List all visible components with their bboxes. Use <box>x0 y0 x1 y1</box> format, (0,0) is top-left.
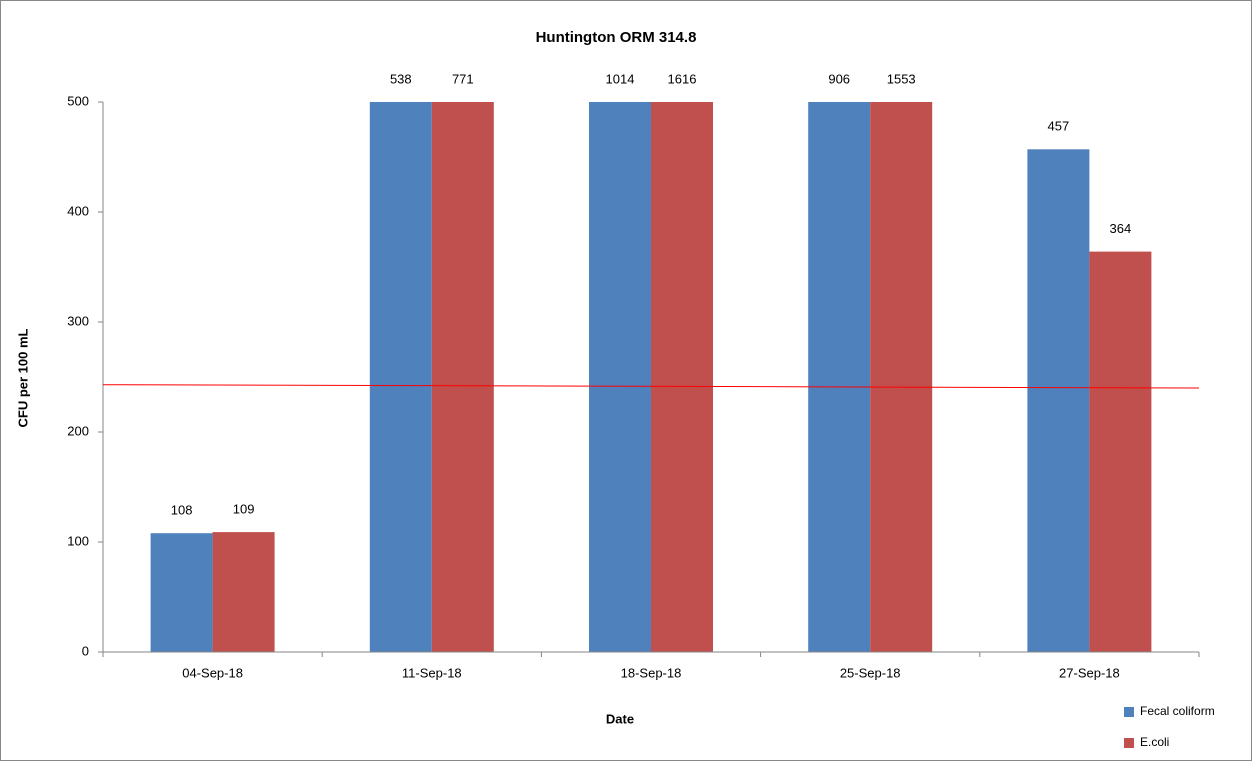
y-axis-label: CFU per 100 mL <box>15 328 30 427</box>
data-label: 108 <box>171 503 193 518</box>
x-tick-label: 25-Sep-18 <box>840 665 901 680</box>
y-tick-label: 500 <box>67 93 89 108</box>
x-tick-label: 11-Sep-18 <box>402 665 462 680</box>
bar <box>1089 251 1152 652</box>
bar <box>212 532 275 652</box>
legend-label: E.coli <box>1140 735 1169 749</box>
legend-swatch <box>1124 738 1134 748</box>
y-tick-label: 200 <box>67 423 89 438</box>
bar <box>651 102 713 652</box>
data-label: 109 <box>233 502 255 517</box>
bar <box>589 102 651 653</box>
y-tick-label: 300 <box>67 313 89 328</box>
bar <box>1027 149 1090 653</box>
y-tick-label: 100 <box>67 533 89 548</box>
bar <box>431 102 494 652</box>
bar <box>369 102 432 652</box>
x-tick-label: 27-Sep-18 <box>1059 665 1120 680</box>
data-label: 1014 <box>606 71 635 86</box>
plot-area <box>150 102 1152 653</box>
chart-title: Huntington ORM 314.8 <box>536 29 697 46</box>
data-label: 364 <box>1110 221 1132 236</box>
data-label: 1553 <box>887 71 916 86</box>
bar <box>870 102 933 652</box>
data-label: 457 <box>1048 119 1070 134</box>
data-label: 771 <box>452 71 474 86</box>
x-tick-label: 04-Sep-18 <box>182 665 243 680</box>
data-label: 906 <box>828 71 850 86</box>
legend-label: Fecal coliform <box>1140 704 1215 718</box>
y-tick-label: 0 <box>82 643 89 658</box>
y-tick-label: 400 <box>67 203 89 218</box>
x-axis-label: Date <box>606 711 634 726</box>
bar <box>808 102 871 652</box>
reference-line <box>102 384 1200 389</box>
data-label: 1616 <box>668 71 697 86</box>
data-label: 538 <box>390 71 412 86</box>
legend-swatch <box>1124 707 1134 717</box>
bar <box>150 533 213 652</box>
x-tick-label: 18-Sep-18 <box>621 665 682 680</box>
